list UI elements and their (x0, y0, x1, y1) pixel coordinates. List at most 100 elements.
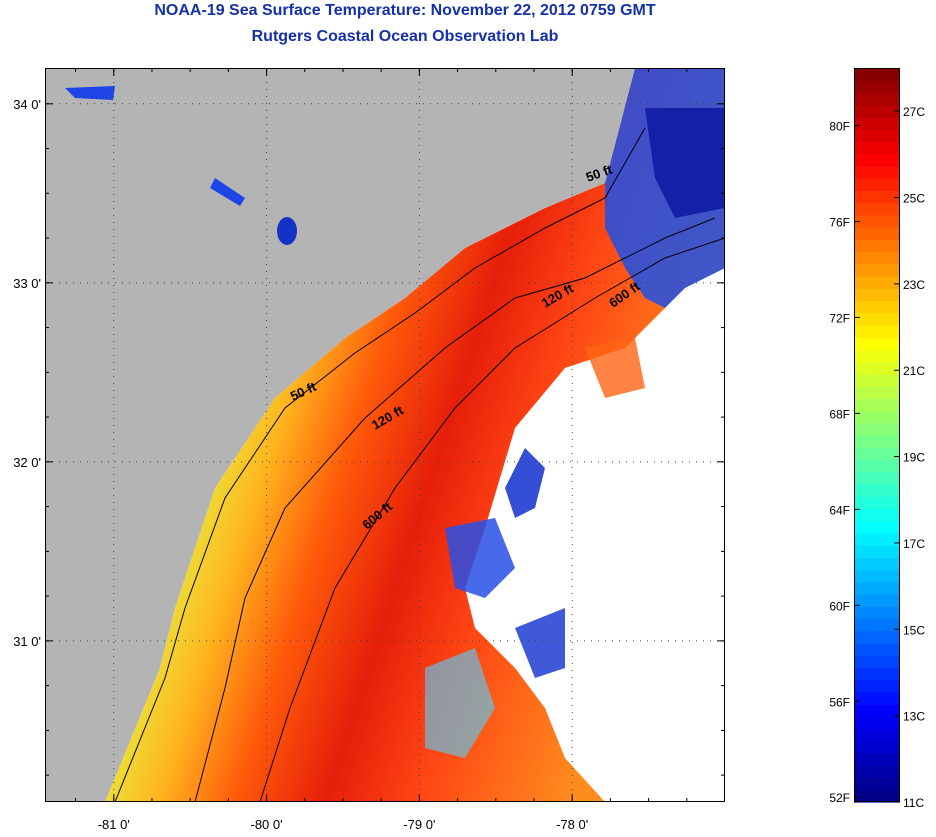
map-title: NOAA-19 Sea Surface Temperature: Novembe… (154, 2, 656, 19)
isobath-120ft (194, 217, 716, 803)
colorbar-segment (854, 496, 900, 509)
colorbar-segment (854, 545, 900, 558)
colorbar: 27C 25C 23C 21C 19C 17C 15C 13C 11C 80F 76F 72F 68F 6… (810, 60, 936, 832)
colorbar-segment (854, 324, 900, 338)
colorbar-segment (854, 190, 900, 204)
colorbar-segment (854, 520, 900, 534)
colorbar-celsius-label: 23C (903, 278, 925, 292)
colorbar-segment (854, 618, 900, 632)
colorbar-segment (854, 153, 900, 167)
colorbar-segment (854, 349, 900, 363)
colorbar-segment (854, 716, 900, 730)
colorbar-segment (854, 679, 900, 693)
colorbar-fahrenheit-label: 76F (829, 216, 850, 230)
colorbar-segment (854, 373, 900, 387)
lat-tick-label: 31 0' (13, 634, 41, 649)
colorbar-segment (854, 435, 900, 448)
colorbar-canvas: 27C 25C 23C 21C 19C 17C 15C 13C 11C 80F 76F 72F 68F 6… (829, 68, 925, 810)
lon-tick-label: -78 0' (556, 817, 588, 832)
colorbar-segment (854, 581, 900, 595)
colorbar-segment (854, 202, 900, 216)
colorbar-segment (854, 447, 900, 461)
colorbar-segment (854, 753, 900, 766)
colorbar-segment (854, 239, 900, 253)
colorbar-frame (854, 68, 900, 802)
colorbar-fahrenheit-label: 64F (829, 503, 850, 517)
colorbar-fahrenheit-label: 52F (829, 791, 850, 805)
colorbar-segment (854, 116, 900, 130)
colorbar-segment (854, 508, 900, 522)
colorbar-segment (854, 459, 900, 473)
colorbar-segment (854, 789, 900, 803)
inland-water (65, 86, 115, 100)
colorbar-segment (854, 80, 900, 94)
inland-water (210, 178, 245, 206)
colorbar-segment (854, 263, 900, 277)
colorbar-segment (854, 483, 900, 497)
colorbar-segment (854, 557, 900, 571)
colorbar-fahrenheit-label: 72F (829, 311, 850, 325)
colorbar-segment (854, 68, 900, 81)
colorbar-segment (854, 410, 900, 424)
colorbar-segment (854, 691, 900, 705)
colorbar-celsius-label: 17C (903, 537, 925, 551)
colorbar-segment (854, 214, 900, 228)
colorbar-segment (854, 337, 900, 350)
sst-map-canvas: 50 ft 120 ft 600 ft 50 ft 120 ft 600 ft (45, 68, 726, 803)
colorbar-segment (854, 642, 900, 656)
colorbar-celsius-label: 19C (903, 451, 925, 465)
colorbar-segment (854, 104, 900, 118)
colorbar-segment (854, 312, 900, 326)
colorbar-segment (854, 178, 900, 191)
inland-lake (277, 217, 297, 245)
colorbar-segment (854, 606, 900, 620)
colorbar-segment (854, 165, 900, 179)
colorbar-segment (854, 288, 900, 302)
colorbar-segment (854, 569, 900, 583)
lon-tick-label: -79 0' (403, 817, 435, 832)
colorbar-segment (854, 655, 900, 669)
lon-tick-label: -80 0' (251, 817, 283, 832)
colorbar-fahrenheit-label: 56F (829, 695, 850, 709)
sst-map[interactable]: 50 ft 120 ft 600 ft 50 ft 120 ft 600 ft (45, 68, 726, 803)
map-subtitle: Rutgers Coastal Ocean Observation Lab (251, 28, 559, 45)
colorbar-segment (854, 704, 900, 717)
colorbar-celsius-label: 25C (903, 192, 925, 206)
colorbar-celsius-label: 13C (903, 710, 925, 724)
colorbar-celsius-label: 21C (903, 364, 925, 378)
colorbar-celsius-label: 27C (903, 105, 925, 119)
colorbar-segment (854, 777, 900, 791)
colorbar-fahrenheit-label: 68F (829, 407, 850, 421)
colorbar-fahrenheit-label: 80F (829, 120, 850, 134)
isobath-600ft (259, 237, 726, 803)
lat-tick-label: 34 0' (13, 97, 41, 112)
colorbar-segment (854, 251, 900, 265)
colorbar-celsius-label: 11C (903, 796, 924, 810)
lat-tick-label: 33 0' (13, 276, 41, 291)
colorbar-segment (854, 667, 900, 681)
colorbar-segment (854, 740, 900, 754)
colorbar-segment (854, 141, 900, 155)
colorbar-segment (854, 386, 900, 399)
colorbar-segment (854, 361, 900, 375)
colorbar-segment (854, 422, 900, 436)
map-frame (45, 68, 725, 802)
lat-tick-label: 32 0' (13, 455, 41, 470)
colorbar-segment (854, 765, 900, 779)
colorbar-segment (854, 129, 900, 142)
land-mass (45, 68, 635, 802)
colorbar-segment (854, 471, 900, 485)
colorbar-segment (854, 300, 900, 314)
colorbar-celsius-label: 15C (903, 623, 925, 637)
colorbar-segment (854, 92, 900, 106)
lon-tick-label: -81 0' (98, 817, 130, 832)
colorbar-segment (854, 630, 900, 644)
colorbar-segment (854, 532, 900, 546)
colorbar-segment (854, 728, 900, 742)
colorbar-segment (854, 227, 900, 240)
colorbar-fahrenheit-label: 60F (829, 599, 850, 613)
colorbar-segment (854, 594, 900, 607)
isobath-50ft (114, 127, 646, 803)
colorbar-segment (854, 275, 900, 289)
colorbar-segment (854, 398, 900, 412)
